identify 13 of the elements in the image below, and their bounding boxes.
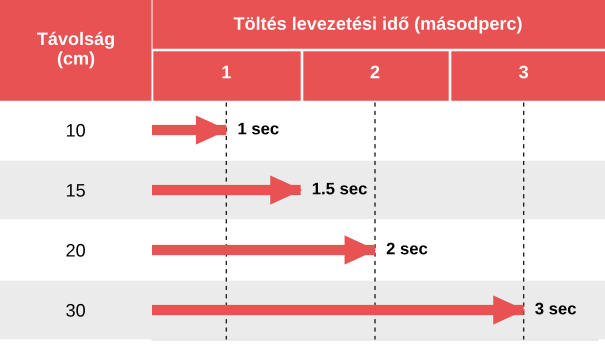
x-tick-label: 2 [370,66,380,78]
data-label: 1.5 sec [312,182,367,194]
y-axis-title: Távolság (cm) [37,32,114,68]
y-tick-label: 10 [66,124,85,137]
x-axis-title: Töltés levezetési idő (másodperc) [234,16,522,34]
data-label: 3 sec [535,302,576,314]
y-tick-label: 30 [66,304,85,317]
x-tick-label: 3 [519,66,528,78]
data-label: 1 sec [238,122,279,134]
data-label: 2 sec [386,242,428,254]
y-tick-label: 20 [66,244,85,257]
y-tick-label: 15 [66,184,85,197]
x-tick-label: 1 [222,66,231,78]
